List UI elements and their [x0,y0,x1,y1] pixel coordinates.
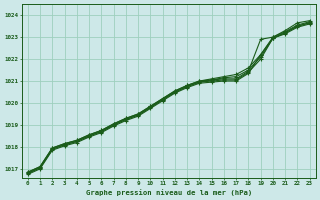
X-axis label: Graphe pression niveau de la mer (hPa): Graphe pression niveau de la mer (hPa) [86,189,252,196]
